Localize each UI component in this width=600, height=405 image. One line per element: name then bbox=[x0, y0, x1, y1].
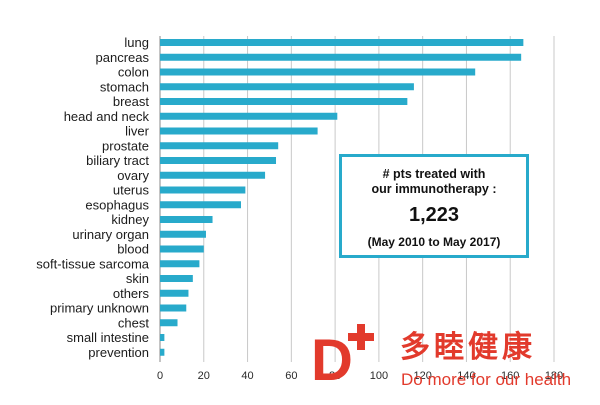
x-tick-label-100: 100 bbox=[370, 370, 388, 382]
bar-lung bbox=[160, 39, 524, 46]
category-label-others: others bbox=[113, 286, 150, 301]
x-tick-label-80: 80 bbox=[329, 370, 341, 382]
bar-pancreas bbox=[160, 53, 522, 61]
x-tick-label-60: 60 bbox=[285, 370, 297, 382]
logo-tagline: Do more for our health bbox=[401, 370, 572, 389]
patients-treated-box: # pts treated with our immunotherapy : 1… bbox=[339, 154, 529, 258]
bar-ovary bbox=[160, 171, 266, 179]
bar-others bbox=[160, 289, 189, 297]
category-label-urinary-organ: urinary organ bbox=[72, 227, 149, 242]
category-label-esophagus: esophagus bbox=[85, 197, 149, 212]
bar-biliary-tract bbox=[160, 157, 277, 164]
category-label-uterus: uterus bbox=[113, 183, 150, 198]
category-label-skin: skin bbox=[126, 271, 149, 286]
category-label-head-and-neck: head and neck bbox=[64, 109, 150, 124]
bar-stomach bbox=[160, 83, 414, 91]
category-label-colon: colon bbox=[118, 65, 149, 80]
logo-chinese-name: 多睦健康 bbox=[400, 330, 536, 365]
category-label-ovary: ovary bbox=[117, 168, 149, 183]
bar-prostate bbox=[160, 142, 279, 150]
logo-plus-icon bbox=[348, 324, 374, 350]
category-label-prevention: prevention bbox=[88, 345, 149, 360]
brand-logo: D 多睦健康 Do more for our health bbox=[305, 318, 600, 405]
info-line-1: # pts treated with bbox=[382, 167, 486, 181]
x-tick-label-160: 160 bbox=[501, 370, 519, 382]
category-label-soft-tissue-sarcoma: soft-tissue sarcoma bbox=[36, 256, 149, 271]
bar-esophagus bbox=[160, 201, 241, 209]
category-label-pancreas: pancreas bbox=[96, 50, 150, 65]
x-tick-label-20: 20 bbox=[198, 370, 210, 382]
bar-colon bbox=[160, 68, 476, 76]
category-label-primary-unknown: primary unknown bbox=[50, 301, 149, 316]
x-tick-label-0: 0 bbox=[157, 370, 163, 382]
treatment-period: (May 2010 to May 2017) bbox=[367, 235, 501, 249]
category-label-small-intestine: small intestine bbox=[67, 330, 149, 345]
x-tick-label-140: 140 bbox=[457, 370, 475, 382]
logo-d-mark: D bbox=[311, 328, 353, 393]
bar-liver bbox=[160, 127, 318, 135]
patients-count: 1,223 bbox=[408, 204, 460, 226]
category-label-chest: chest bbox=[118, 315, 149, 330]
bar-prevention bbox=[160, 348, 165, 356]
bar-skin bbox=[160, 275, 193, 282]
bar-chest bbox=[160, 319, 178, 327]
category-label-prostate: prostate bbox=[102, 138, 149, 153]
bar-urinary-organ bbox=[160, 230, 206, 238]
bar-uterus bbox=[160, 186, 246, 194]
category-label-lung: lung bbox=[124, 35, 149, 50]
bar-kidney bbox=[160, 216, 213, 223]
info-line-2: our immunotherapy : bbox=[371, 182, 497, 196]
category-label-blood: blood bbox=[117, 242, 149, 257]
category-label-kidney: kidney bbox=[111, 212, 149, 227]
x-axis-tick-labels: 0 20 40 60 80 100 120 140 160 180 bbox=[157, 370, 563, 382]
bar-blood bbox=[160, 245, 204, 253]
x-tick-label-120: 120 bbox=[413, 370, 431, 382]
category-label-liver: liver bbox=[125, 124, 150, 139]
bar-primary-unknown bbox=[160, 304, 187, 312]
bar-soft-tissue-sarcoma bbox=[160, 260, 200, 268]
category-label-stomach: stomach bbox=[100, 79, 149, 94]
bar-small-intestine bbox=[160, 334, 165, 341]
bar-head-and-neck bbox=[160, 112, 338, 120]
x-tick-label-180: 180 bbox=[545, 370, 563, 382]
x-tick-label-40: 40 bbox=[241, 370, 253, 382]
category-label-biliary-tract: biliary tract bbox=[86, 153, 149, 168]
bars bbox=[160, 39, 524, 356]
category-label-breast: breast bbox=[113, 94, 150, 109]
bar-breast bbox=[160, 98, 408, 105]
